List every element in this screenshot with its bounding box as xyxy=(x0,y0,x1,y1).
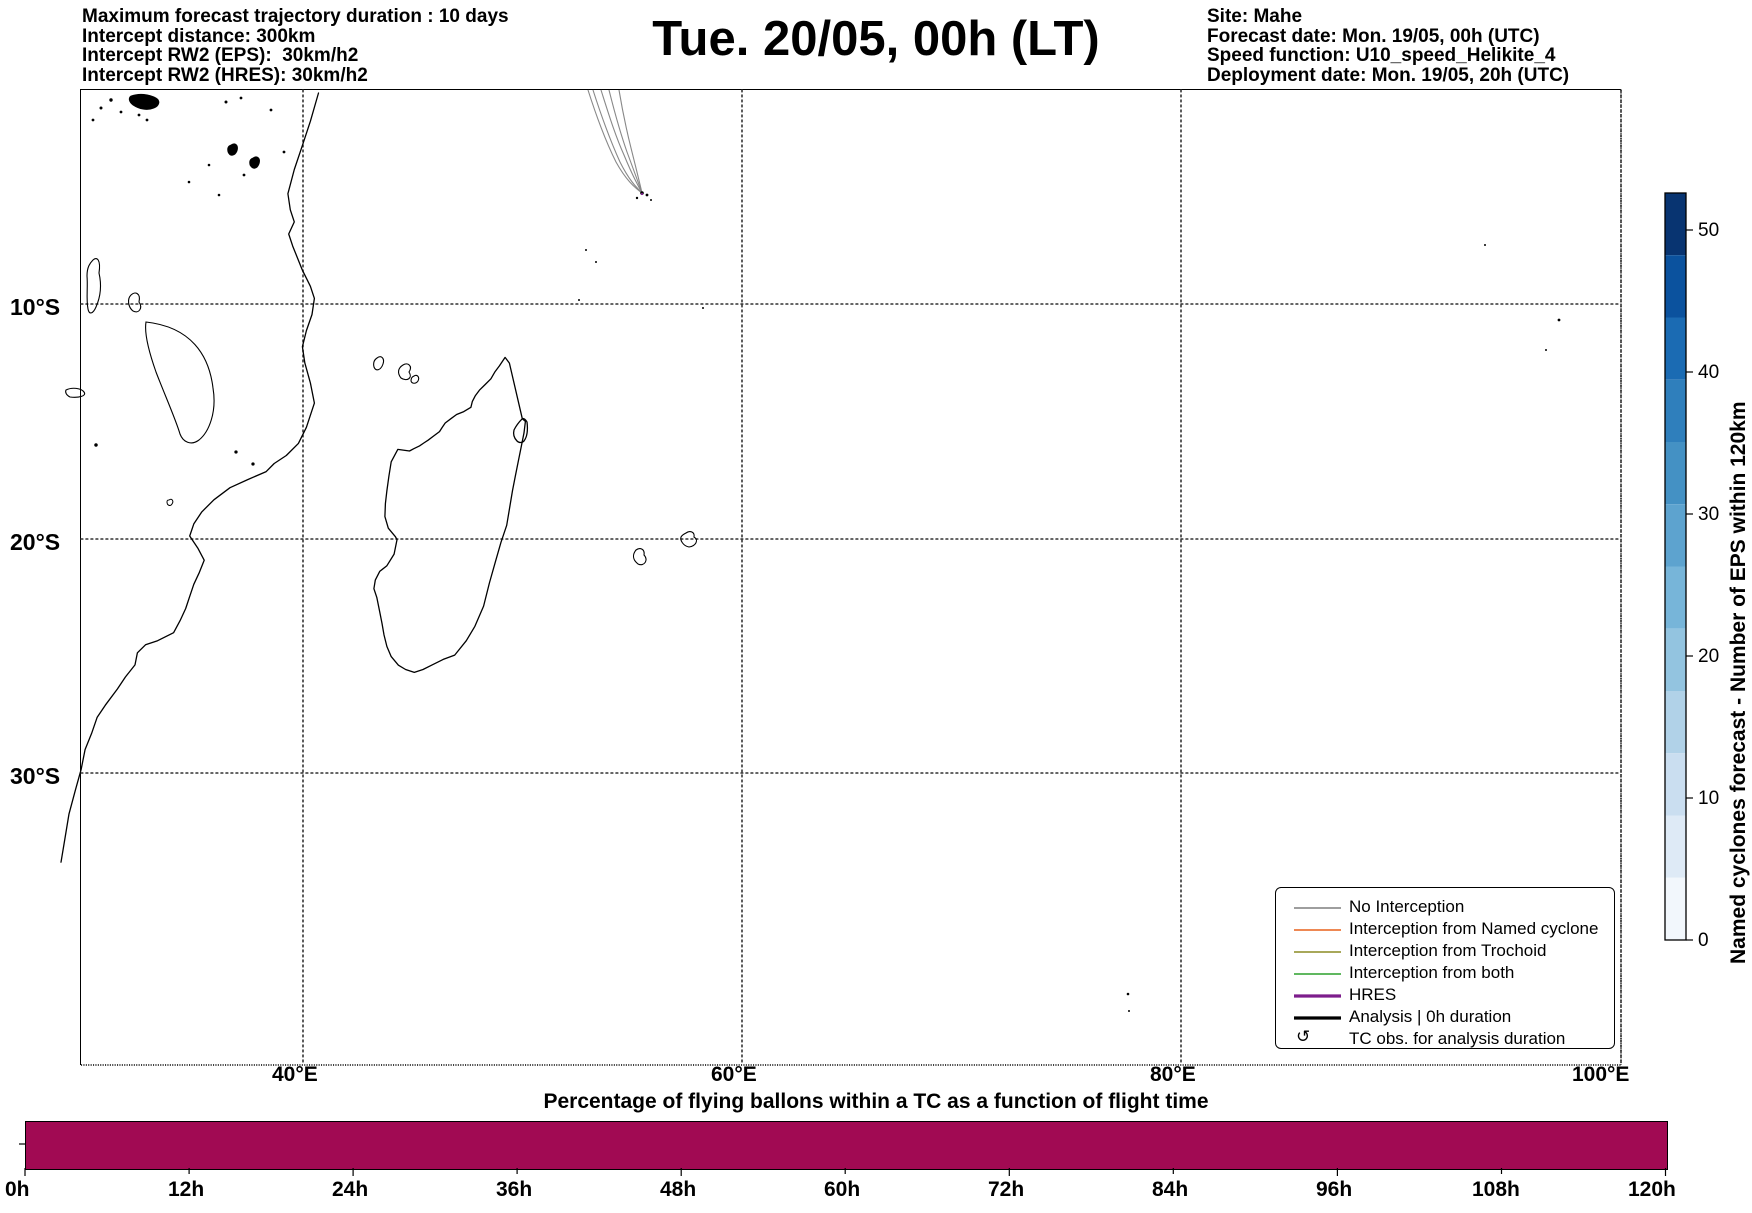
svg-text:40: 40 xyxy=(1698,362,1719,383)
svg-text:↺: ↺ xyxy=(1296,1027,1310,1046)
svg-text:20: 20 xyxy=(1698,646,1719,667)
svg-text:50: 50 xyxy=(1698,220,1719,241)
svg-text:10: 10 xyxy=(1698,788,1719,809)
svg-text:0: 0 xyxy=(1698,930,1709,951)
svg-text:30: 30 xyxy=(1698,504,1719,525)
